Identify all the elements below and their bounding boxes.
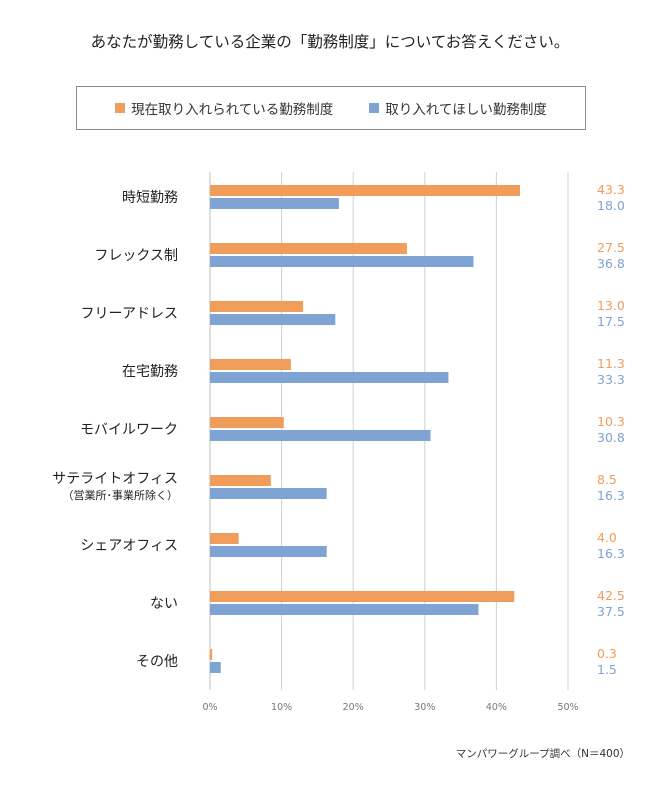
bar [210, 417, 284, 428]
bar [210, 604, 479, 615]
data-label: 16.3 [597, 546, 625, 561]
bar [210, 185, 521, 196]
x-tick-label: 10% [271, 702, 292, 713]
legend-label: 取り入れてほしい勤務制度 [385, 102, 547, 118]
x-tick-label: 30% [414, 702, 435, 713]
category-label: ない [150, 596, 178, 612]
data-label: 0.3 [597, 646, 617, 661]
data-label: 16.3 [597, 488, 625, 503]
legend-swatch [369, 103, 380, 113]
bar [210, 301, 304, 312]
data-label: 43.3 [597, 182, 625, 197]
data-label: 17.5 [597, 314, 625, 329]
category-label: シェアオフィス [80, 538, 178, 554]
bar [210, 475, 271, 486]
bar [210, 430, 431, 441]
category-sublabel: （営業所･事業所除く） [63, 488, 179, 502]
data-label: 11.3 [597, 356, 625, 371]
category-label: サテライトオフィス [52, 471, 178, 487]
bar [210, 546, 327, 557]
x-tick-label: 20% [343, 702, 364, 713]
bar [210, 533, 239, 544]
category-label: その他 [136, 654, 178, 670]
data-label: 33.3 [597, 372, 625, 387]
legend-item-desired: 取り入れてほしい勤務制度 [369, 98, 547, 118]
data-label: 30.8 [597, 430, 625, 445]
source-note: マンパワーグループ調べ（N＝400） [455, 748, 630, 760]
data-label: 18.0 [597, 198, 625, 213]
category-label: フリーアドレス [81, 306, 178, 322]
data-label: 36.8 [597, 256, 625, 271]
bar [210, 662, 221, 673]
legend-swatch [115, 103, 126, 113]
bar [210, 256, 474, 267]
category-label: 時短勤務 [122, 190, 178, 206]
data-label: 37.5 [597, 604, 625, 619]
x-tick-label: 50% [557, 702, 578, 713]
category-label: 在宅勤務 [122, 364, 178, 380]
data-label: 10.3 [597, 414, 625, 429]
bar [210, 314, 336, 325]
legend-label: 現在取り入れられている勤務制度 [131, 102, 334, 118]
bar [210, 591, 515, 602]
x-tick-label: 0% [202, 702, 217, 713]
data-label: 27.5 [597, 240, 625, 255]
data-label: 4.0 [597, 530, 617, 545]
bar [210, 359, 291, 370]
legend-item-current: 現在取り入れられている勤務制度 [115, 98, 333, 118]
x-tick-label: 40% [486, 702, 507, 713]
category-label: フレックス制 [94, 248, 178, 264]
category-label: モバイルワーク [80, 422, 178, 438]
chart-title: あなたが勤務している企業の「勤務制度」についてお答えください。 [90, 33, 570, 51]
legend: 現在取り入れられている勤務制度 取り入れてほしい勤務制度 [76, 86, 586, 130]
bar [210, 372, 449, 383]
bar [210, 649, 213, 660]
data-label: 42.5 [597, 588, 625, 603]
bar [210, 243, 407, 254]
data-label: 13.0 [597, 298, 625, 313]
data-label: 1.5 [597, 662, 617, 677]
bar [210, 488, 327, 499]
bar [210, 198, 339, 209]
data-label: 8.5 [597, 472, 617, 487]
